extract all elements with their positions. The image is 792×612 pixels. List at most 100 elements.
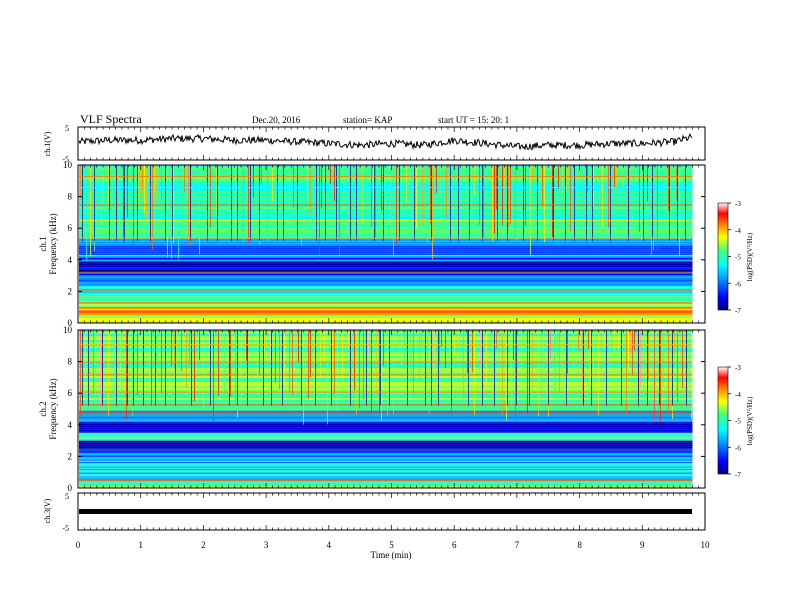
spectrogram-burst (105, 165, 106, 222)
spectrogram-dark-streak (610, 165, 611, 241)
spectrogram-burst (345, 165, 346, 238)
spectrogram-dark-streak (247, 330, 248, 406)
spectrogram-band-row (79, 302, 693, 305)
spectrogram-dark-streak (529, 330, 530, 406)
spectrogram-dark-streak (669, 165, 670, 241)
spectrogram-band-row (79, 321, 693, 323)
colorbar-tick-label: -3 (735, 364, 741, 372)
spectrogram-burst (387, 330, 388, 416)
spectrogram-dark-streak (301, 330, 302, 406)
spectrogram-burst (216, 165, 217, 217)
spectrogram-band-row (79, 235, 693, 237)
ch1-spectrogram-image (78, 165, 705, 323)
spectrogram-dark-streak (315, 330, 316, 406)
spectrogram-burst (308, 330, 309, 399)
spectrogram-dark-streak (82, 165, 83, 241)
spectrogram-tone-line (79, 461, 693, 463)
spectrogram-tone-line (79, 404, 693, 406)
spectrogram-band-row (79, 267, 693, 270)
spectrogram-band-row (79, 464, 693, 467)
spectrogram-band-row (79, 423, 693, 426)
spectrogram-burst (156, 165, 157, 203)
spectrogram-burst (547, 165, 548, 232)
spectrogram-burst (241, 330, 242, 405)
spectrogram-burst (552, 165, 553, 238)
spectrogram-burst (446, 165, 447, 218)
spectrogram-band-row (79, 352, 693, 354)
spectrogram-burst (131, 165, 132, 219)
spectrogram-burst (108, 330, 109, 416)
spectrogram-burst (459, 165, 460, 187)
spectrogram-band-row (79, 241, 693, 244)
spectrogram-band-row (79, 356, 693, 358)
spectrogram-burst (103, 165, 104, 204)
spectrogram-band-row (79, 253, 693, 256)
spectrogram-dark-streak (175, 330, 176, 406)
spectrogram-burst (427, 330, 428, 412)
spectrogram-burst (307, 165, 308, 201)
spectrogram-band-row (79, 484, 693, 487)
spectrogram-dark-streak (165, 165, 166, 241)
spectrogram-burst (363, 330, 364, 400)
spectrogram-dark-streak (516, 330, 517, 406)
spectrogram-burst (188, 165, 189, 241)
spectrogram-burst (421, 330, 422, 356)
spectrogram-band-row (79, 211, 693, 213)
spectrogram-burst (210, 165, 211, 228)
spectrogram-burst (639, 165, 640, 232)
spectrogram-burst (171, 330, 172, 366)
spectrogram-band-row (79, 287, 693, 290)
spectrogram-band-row (79, 420, 693, 422)
spectrogram-band-row (79, 251, 693, 254)
spectrogram-burst (660, 330, 661, 423)
spectrogram-burst (140, 165, 141, 199)
spectrogram-band-row (79, 418, 693, 421)
spectrogram-band-row (79, 396, 693, 398)
spectrogram-band-row (79, 472, 693, 475)
time-axis-label: Time (min) (371, 550, 412, 560)
spectrogram-tone-line (79, 374, 693, 376)
spectrogram-band-row (79, 380, 693, 382)
spectrogram-tone-line (79, 480, 693, 482)
spectrogram-burst (527, 330, 528, 414)
spectrogram-burst (161, 165, 162, 201)
spectrogram-dark-streak (366, 330, 367, 406)
spectrogram-band-row (79, 311, 693, 314)
spectrogram-burst (235, 165, 236, 237)
colorbar-tick-label: -6 (735, 280, 741, 288)
spectrogram-burst (588, 330, 589, 349)
spectrogram-burst (525, 165, 526, 226)
spectrogram-dark-streak (237, 330, 238, 406)
spectrogram-burst (319, 165, 320, 259)
spectrogram-burst (379, 330, 380, 415)
spectrogram-band-row (79, 442, 693, 445)
spectrogram-dark-streak (350, 330, 351, 406)
spectrogram-band-row (79, 255, 693, 258)
spectrogram-dark-streak (172, 165, 173, 241)
spectrogram-band-row (79, 455, 693, 458)
spectrogram-burst (432, 165, 433, 260)
spectrogram-burst (648, 330, 649, 381)
spectrogram-burst (614, 330, 615, 351)
spectrogram-burst (578, 330, 579, 351)
spectrogram-burst (471, 165, 472, 215)
spectrogram-burst (351, 330, 352, 372)
spectrogram-band-row (79, 229, 693, 231)
spectrogram-burst (371, 330, 372, 413)
spectrogram-dark-streak (438, 330, 439, 406)
spectrogram-burst (149, 330, 150, 387)
spectrogram-burst (674, 330, 675, 355)
spectrogram-burst (351, 165, 352, 215)
spectrogram-burst (626, 330, 627, 414)
spectrogram-burst (248, 165, 249, 244)
time-tick-label: 8 (577, 540, 582, 550)
spectrogram-band-row (79, 438, 693, 441)
spectrogram-burst (383, 330, 384, 366)
ch1-waveform-ylabel: ch.1(V) (43, 131, 52, 156)
spectrogram-burst (632, 330, 633, 376)
time-tick-label: 9 (640, 540, 645, 550)
spectrogram-dark-streak (414, 165, 415, 241)
spectrogram-burst (303, 165, 304, 218)
spectrogram-burst (141, 330, 142, 346)
spectrogram-burst (492, 165, 493, 242)
